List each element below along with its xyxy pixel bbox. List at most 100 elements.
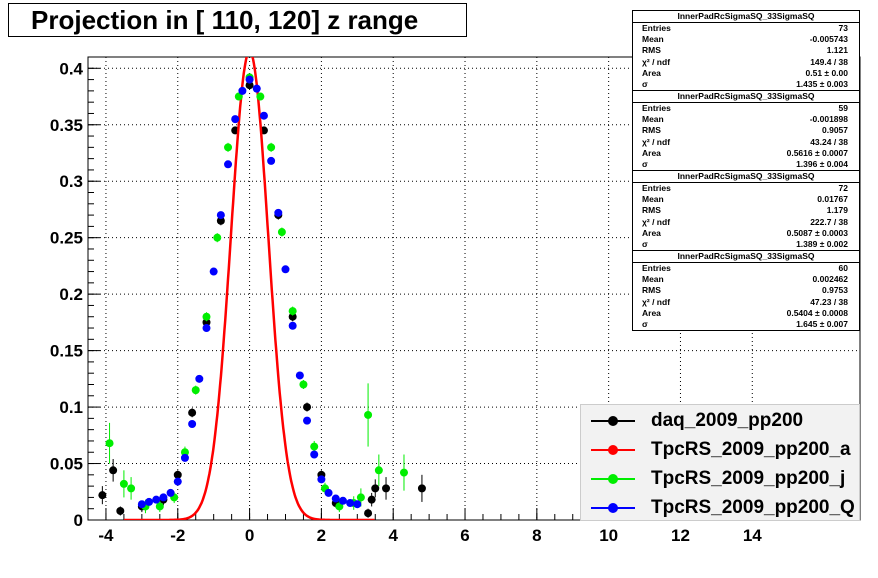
legend-label: TpcRS_2009_pp200_j xyxy=(651,468,846,489)
y-tick-label: 0.3 xyxy=(59,172,83,191)
stats-box: InnerPadRcSigmaSQ_33SigmaSQ Entries 72 Mean… xyxy=(632,170,860,252)
x-tick-label: 8 xyxy=(532,526,541,545)
legend-marker-swatch xyxy=(608,474,618,484)
legend-label: TpcRS_2009_pp200_a xyxy=(651,439,851,460)
legend: daq_2009_pp200 TpcRS_2009_pp200_a TpcRS_… xyxy=(580,404,860,521)
stats-value: 60 xyxy=(838,263,848,273)
data-point xyxy=(202,324,211,333)
stats-row: RMS 0.9057 xyxy=(633,125,859,136)
stats-value: 0.51 ± 0.00 xyxy=(805,67,848,78)
data-point xyxy=(98,491,107,500)
stats-row: σ 1.389 ± 0.002 xyxy=(633,239,859,250)
stats-box: InnerPadRcSigmaSQ_33SigmaSQ Entries 60 Mean… xyxy=(632,250,860,332)
stats-row: Mean 0.002462 xyxy=(633,274,859,285)
y-tick-label: 0.4 xyxy=(59,59,83,78)
stats-value: 0.9057 xyxy=(822,125,848,136)
data-point xyxy=(116,506,125,515)
data-point xyxy=(195,374,204,383)
data-point xyxy=(127,484,136,493)
stats-histogram-name: InnerPadRcSigmaSQ_33SigmaSQ xyxy=(633,171,859,183)
legend-label: daq_2009_pp200 xyxy=(651,410,804,431)
data-point xyxy=(191,386,200,395)
stats-box: InnerPadRcSigmaSQ_33SigmaSQ Entries 59 Mean… xyxy=(632,90,860,172)
data-point xyxy=(252,84,261,93)
stats-label: RMS xyxy=(642,125,661,136)
data-point xyxy=(119,479,128,488)
data-point xyxy=(173,470,182,479)
stats-histogram-name: InnerPadRcSigmaSQ_33SigmaSQ xyxy=(633,91,859,103)
data-point xyxy=(274,208,283,217)
data-point xyxy=(166,488,175,497)
data-point xyxy=(364,410,373,419)
data-point xyxy=(267,156,276,165)
data-point xyxy=(159,493,168,502)
data-point xyxy=(267,143,276,152)
stats-label: Area xyxy=(642,227,661,238)
stats-value: 1.645 ± 0.007 xyxy=(796,318,848,329)
legend-item-tpcrs-j: TpcRS_2009_pp200_j xyxy=(581,464,861,493)
stats-value: 1.389 ± 0.002 xyxy=(796,238,848,249)
stats-row: Entries 72 xyxy=(633,183,859,194)
stats-row: χ² / ndf 43.24 / 38 xyxy=(633,137,859,148)
stats-value: 0.5616 ± 0.0007 xyxy=(786,147,848,158)
stats-label: Area xyxy=(642,67,661,78)
stats-row: Area 0.51 ± 0.00 xyxy=(633,68,859,79)
x-tick-label: 0 xyxy=(245,526,254,545)
data-point xyxy=(331,494,340,503)
data-point xyxy=(417,484,426,493)
data-point xyxy=(180,448,189,457)
stats-box: InnerPadRcSigmaSQ_33SigmaSQ Entries 73 Mean… xyxy=(632,10,860,92)
data-point xyxy=(202,312,211,321)
data-point xyxy=(173,477,182,486)
stats-row: σ 1.435 ± 0.003 xyxy=(633,79,859,90)
stats-label: Mean xyxy=(642,194,664,205)
data-point xyxy=(259,111,268,120)
stats-value: 0.5087 ± 0.0003 xyxy=(786,227,848,238)
data-point xyxy=(303,403,312,412)
data-point xyxy=(356,493,365,502)
stats-row: σ 1.645 ± 0.007 xyxy=(633,319,859,330)
data-point xyxy=(209,267,218,276)
stats-label: σ xyxy=(642,78,648,89)
stats-label: χ² / ndf xyxy=(642,136,671,147)
stats-value: -0.005743 xyxy=(809,34,848,45)
legend-marker-swatch xyxy=(608,503,618,513)
stats-row: σ 1.396 ± 0.004 xyxy=(633,159,859,170)
data-point xyxy=(256,92,265,101)
stats-label: Mean xyxy=(642,274,664,285)
stats-row: χ² / ndf 222.7 / 38 xyxy=(633,217,859,228)
stats-row: Area 0.5404 ± 0.0008 xyxy=(633,308,859,319)
stats-value: 0.01767 xyxy=(817,194,848,205)
legend-item-daq: daq_2009_pp200 xyxy=(581,406,861,435)
data-point xyxy=(245,81,254,90)
data-point xyxy=(399,468,408,477)
stats-value: -0.001898 xyxy=(809,114,848,125)
data-point xyxy=(224,160,233,169)
stats-value: 1.179 xyxy=(826,205,848,216)
stats-value: 43.24 / 38 xyxy=(810,136,848,147)
stats-row: RMS 1.179 xyxy=(633,205,859,216)
data-point xyxy=(281,265,290,274)
data-point xyxy=(295,371,304,380)
stats-value: 1.435 ± 0.003 xyxy=(796,78,848,89)
stats-row: RMS 0.9753 xyxy=(633,285,859,296)
data-point xyxy=(202,318,211,327)
stats-row: Mean 0.01767 xyxy=(633,194,859,205)
y-tick-label: 0 xyxy=(74,511,83,530)
y-tick-label: 0.35 xyxy=(50,116,83,135)
data-point xyxy=(180,453,189,462)
y-tick-label: 0.1 xyxy=(59,398,83,417)
stats-row: χ² / ndf 47.23 / 38 xyxy=(633,297,859,308)
y-tick-label: 0.2 xyxy=(59,285,83,304)
data-point xyxy=(310,450,319,459)
stats-label: Mean xyxy=(642,34,664,45)
stats-value: 0.002462 xyxy=(812,274,848,285)
x-tick-label: 14 xyxy=(743,526,762,545)
x-tick-label: 10 xyxy=(599,526,618,545)
x-tick-label: 6 xyxy=(460,526,469,545)
stats-value: 1.121 xyxy=(826,45,848,56)
data-point xyxy=(188,420,197,429)
stats-value: 1.396 ± 0.004 xyxy=(796,158,848,169)
stats-label: RMS xyxy=(642,45,661,56)
data-point xyxy=(353,500,362,509)
